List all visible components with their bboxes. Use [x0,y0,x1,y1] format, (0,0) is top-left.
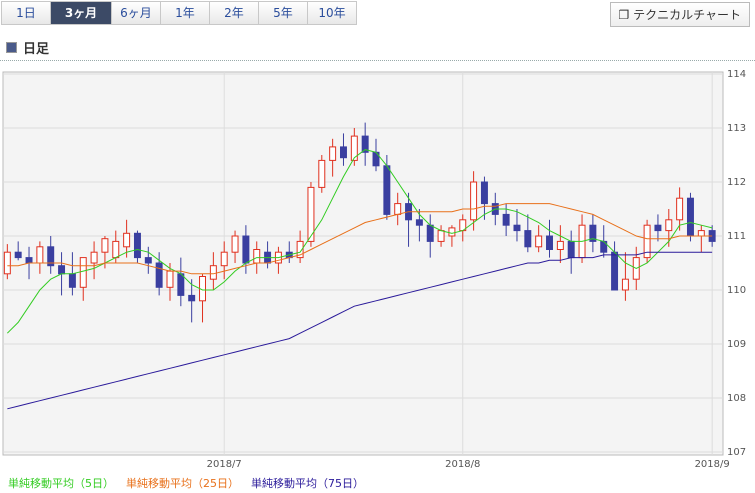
y-tick-label: 108 [727,393,746,404]
candle-body [665,219,673,232]
divider [0,60,755,61]
candle-body [513,224,521,232]
y-tick-label: 114 [727,69,746,80]
candle-body [546,235,553,250]
candle-body [177,273,185,296]
candle-body [502,213,510,226]
button-label: テクニカルチャート [633,8,741,22]
legend-entry: 単純移動平均（5日） [8,476,114,490]
candle-body [47,246,55,267]
candle-body [296,240,304,259]
x-tick-label: 2018/8 [445,459,480,470]
candle-body [166,270,174,288]
candle-body [611,251,619,291]
section-title: 日足 [6,38,49,57]
candle-body [361,135,369,153]
candle-body [14,251,22,259]
candle-body [68,273,76,288]
candle-body [426,224,434,242]
legend-entry: 単純移動平均（25日） [126,476,239,490]
candle-body [535,235,543,248]
candle-body [307,186,315,242]
y-tick-label: 112 [727,177,746,188]
candle-body [448,227,456,237]
candle-body [144,257,152,264]
candle-body [79,257,87,288]
candle-body [697,230,705,237]
candle-body [3,251,11,275]
candle-body [686,197,694,237]
candle-body [556,240,564,250]
moving-average-line [7,251,713,410]
candle-body [253,249,261,264]
candle-body [480,181,488,205]
tab[interactable]: 1日 [1,1,51,25]
y-tick-label: 110 [727,285,746,296]
candle-body [567,240,575,259]
candle-body [25,257,33,264]
candle-body [383,165,391,215]
tab[interactable]: 6ヶ月 [111,1,161,25]
candle-body [188,294,196,302]
y-tick-label: 107 [727,447,746,458]
candle-body [643,224,651,259]
candle-body [220,251,228,267]
candle-body [133,232,141,259]
y-tick-label: 109 [727,339,746,350]
candle-body [676,197,684,221]
candle-body [654,224,662,232]
moving-average-line [7,203,713,275]
candle-body [231,235,239,253]
candle-body [350,135,358,161]
candle-body [589,224,597,242]
moving-average-line [6,149,713,334]
tab[interactable]: 10年 [307,1,357,25]
candle-body [242,235,250,264]
candle-body [123,232,131,248]
candle-body [621,278,629,291]
candle-body [415,219,423,226]
tab[interactable]: 2年 [209,1,259,25]
candle-body [112,240,120,259]
candle-body [329,146,337,161]
tab-bar: 1日 3ヶ月 6ヶ月 1年 2年 5年 10年 [1,1,357,25]
candle-body [318,159,326,188]
x-tick-label: 2018/7 [207,459,242,470]
candle-body [394,203,402,215]
x-tick-label: 2018/9 [695,459,730,470]
candle-body [340,146,347,159]
technical-chart-button[interactable]: ❐ テクニカルチャート [609,2,750,27]
candle-body [101,238,109,253]
candle-body [524,230,532,248]
candle-body [470,181,478,221]
candle-body [58,265,66,275]
y-tick-label: 111 [727,231,746,242]
candle-body [90,251,98,264]
candle-body [209,265,217,280]
candle-body [437,230,445,242]
y-tick-label: 113 [727,123,746,134]
candle-body [155,262,163,288]
candle-body [36,246,44,264]
tab[interactable]: 3ヶ月 [50,1,112,25]
legend-entry: 単純移動平均（75日） [251,476,364,490]
